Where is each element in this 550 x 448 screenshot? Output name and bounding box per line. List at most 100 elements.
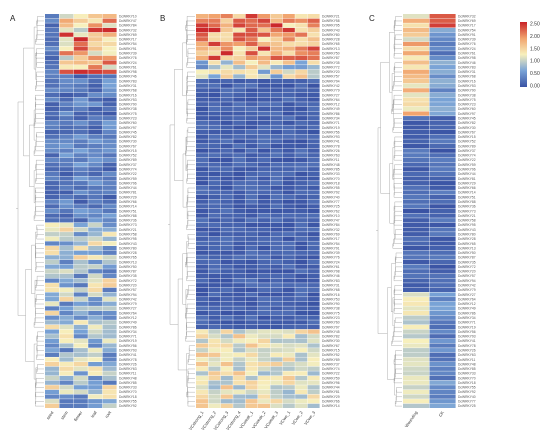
heatmap-cell	[258, 222, 270, 228]
heatmap-cell	[270, 157, 283, 163]
row-label: DcWRKY54	[119, 42, 137, 46]
heatmap-cell	[45, 250, 59, 255]
heatmap-cell	[295, 343, 308, 348]
heatmap-cell	[295, 185, 308, 190]
heatmap-cell	[196, 287, 208, 292]
heatmap-cell	[307, 338, 320, 344]
heatmap-cell	[45, 46, 59, 51]
heatmap-cell	[88, 310, 103, 316]
row-label: DcWRKY11	[119, 372, 137, 376]
heatmap-cell	[258, 116, 270, 121]
heatmap-cell	[45, 213, 59, 218]
heatmap-cell	[196, 385, 208, 390]
heatmap-cell	[403, 232, 430, 237]
heatmap-cell	[233, 324, 246, 330]
heatmap-cell	[73, 306, 88, 311]
heatmap-cell	[220, 74, 233, 79]
heatmap-cell	[403, 278, 430, 283]
row-label: DcWRKY20	[458, 270, 476, 274]
heatmap-cell	[196, 18, 208, 23]
row-label: DcWRKY30	[458, 126, 476, 130]
heatmap-cell	[403, 269, 430, 274]
heatmap-cell	[59, 55, 74, 60]
row-label: DcWRKY28	[458, 237, 476, 241]
heatmap-cell	[429, 88, 456, 93]
heatmap-cell	[45, 310, 59, 316]
heatmap-cell	[233, 18, 246, 23]
heatmap-cell	[245, 157, 258, 163]
row-label: DcWRKY56	[458, 330, 476, 334]
row-label: DcWRKY35	[119, 274, 137, 278]
heatmap-cell	[88, 41, 103, 47]
row-label: DcWRKY76	[119, 56, 137, 60]
heatmap-cell	[45, 338, 59, 344]
heatmap-cell	[73, 218, 88, 223]
heatmap-cell	[245, 320, 258, 325]
heatmap-cell	[73, 297, 88, 302]
heatmap-cell	[220, 41, 233, 47]
row-label: DcWRKY56	[119, 344, 137, 348]
dendrogram	[16, 16, 44, 407]
heatmap-cell	[245, 278, 258, 283]
heatmap-cell	[245, 37, 258, 42]
heatmap-cell	[403, 78, 430, 84]
heatmap-cell	[307, 357, 320, 362]
heatmap-cell	[196, 176, 208, 181]
row-label: DcWRKY48	[119, 376, 137, 380]
heatmap-cell	[295, 65, 308, 70]
heatmap-cell	[258, 181, 270, 186]
heatmap-cell	[270, 366, 283, 371]
heatmap-cell	[258, 264, 270, 269]
heatmap-cell	[59, 14, 74, 19]
heatmap-cell	[403, 153, 430, 158]
heatmap-cell	[208, 51, 221, 56]
heatmap-cell	[245, 204, 258, 209]
heatmap-cell	[196, 315, 208, 320]
heatmap-cell	[233, 329, 246, 334]
heatmap-cell	[429, 269, 456, 274]
panel-label-a: A	[10, 14, 16, 23]
heatmap-cell	[102, 287, 117, 292]
heatmap-cell	[59, 148, 74, 153]
heatmap-cell	[196, 157, 208, 163]
heatmap-cell	[196, 255, 208, 260]
heatmap-cell	[88, 403, 103, 408]
heatmap-cell	[270, 389, 283, 395]
heatmap-cell	[45, 176, 59, 181]
heatmap-cell	[258, 324, 270, 330]
heatmap-cell	[295, 78, 308, 84]
heatmap-cell	[403, 88, 430, 93]
heatmap-cell	[429, 97, 456, 102]
heatmap-cell	[73, 375, 88, 381]
row-label: DcWRKY84	[322, 223, 340, 227]
heatmap-cell	[208, 283, 221, 288]
heatmap-cell	[88, 246, 103, 251]
heatmap-cell	[245, 190, 258, 195]
heatmap-cell	[258, 232, 270, 237]
heatmap-cell	[258, 60, 270, 65]
heatmap-cell	[208, 399, 221, 404]
heatmap-cell	[233, 357, 246, 362]
heatmap-cell	[307, 102, 320, 107]
heatmap-cell	[196, 250, 208, 255]
heatmap-cell	[208, 385, 221, 390]
row-label: DcWRKY61	[322, 265, 340, 269]
heatmap-cell	[282, 375, 295, 381]
heatmap-cell	[45, 199, 59, 204]
heatmap-cell	[307, 385, 320, 390]
heatmap-cell	[102, 297, 117, 302]
heatmap-cell	[45, 167, 59, 172]
heatmap-cell	[102, 362, 117, 367]
row-label: DcWRKY44	[322, 386, 340, 390]
heatmap-cell	[307, 218, 320, 223]
heatmap-cell	[102, 366, 117, 371]
heatmap-cell	[208, 297, 221, 302]
heatmap-cell	[258, 148, 270, 153]
row-label: DcWRKY89	[458, 144, 476, 148]
heatmap-cell	[258, 102, 270, 107]
heatmap-cell	[45, 259, 59, 265]
row-label: DcWRKY29	[458, 181, 476, 185]
heatmap-cell	[258, 385, 270, 390]
heatmap-cell	[245, 227, 258, 232]
heatmap-cell	[258, 55, 270, 60]
